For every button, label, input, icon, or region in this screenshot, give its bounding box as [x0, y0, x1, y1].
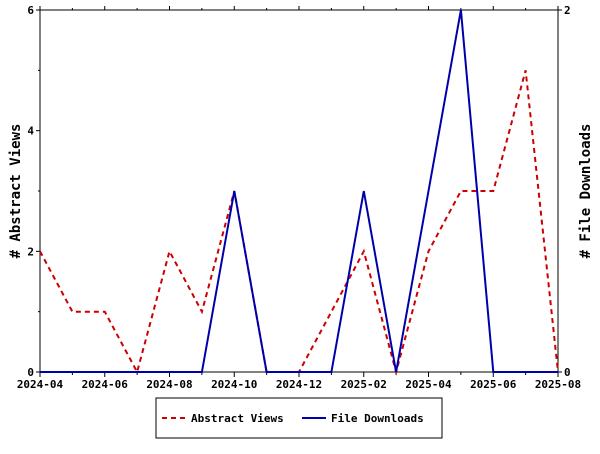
legend-label-file-downloads: File Downloads: [331, 412, 424, 425]
x-tick-label: 2024-10: [211, 378, 257, 391]
x-tick-label: 2024-12: [276, 378, 322, 391]
x-tick-label: 2024-06: [82, 378, 129, 391]
x-tick-label: 2024-08: [146, 378, 192, 391]
y-right-tick-label: 2: [564, 4, 571, 17]
legend-label-abstract-views: Abstract Views: [191, 412, 284, 425]
x-tick-label: 2025-06: [470, 378, 517, 391]
series-lines: [39, 9, 559, 376]
y-left-tick-label: 0: [27, 366, 34, 379]
y-left-tick-label: 4: [27, 125, 34, 138]
plot-area: [39, 9, 559, 373]
x-tick-label: 2025-02: [341, 378, 387, 391]
series-line-file-downloads: [40, 9, 558, 373]
x-tick-label: 2025-04: [405, 378, 452, 391]
y-axis-right-title: # File Downloads: [578, 124, 594, 259]
y-left-tick-label: 2: [27, 245, 34, 258]
x-tick-label: 2025-08: [535, 378, 581, 391]
legend-box: [155, 397, 443, 439]
y-right-tick-label: 0: [564, 366, 571, 379]
y-axis-left-title: # Abstract Views: [8, 124, 24, 259]
x-tick-label: 2024-04: [17, 378, 64, 391]
legend: Abstract Views File Downloads: [155, 397, 443, 439]
y-left-tick-label: 6: [27, 4, 34, 17]
